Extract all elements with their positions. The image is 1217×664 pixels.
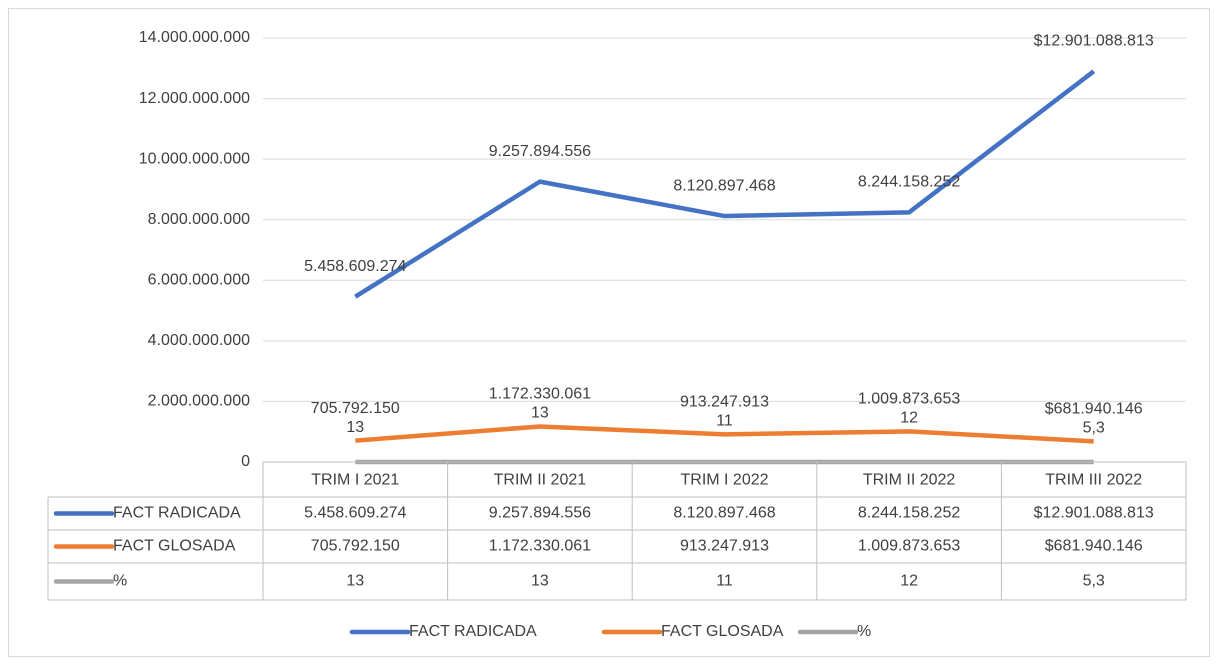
table-cell: 11 bbox=[716, 573, 733, 590]
series-line bbox=[355, 424, 1094, 444]
x-tick-label: TRIM I 2022 bbox=[680, 472, 768, 489]
table-cell: 705.792.150 bbox=[311, 538, 400, 555]
table-cell: 913.247.913 bbox=[680, 538, 769, 555]
table-row-label: % bbox=[113, 573, 127, 590]
table-cell: $12.901.088.813 bbox=[1034, 505, 1154, 522]
table-cell: 1.172.330.061 bbox=[489, 538, 591, 555]
x-tick-label: TRIM II 2021 bbox=[494, 472, 587, 489]
chart-border bbox=[8, 8, 1210, 657]
table-cell: 13 bbox=[346, 573, 364, 590]
table-cell: 13 bbox=[531, 573, 549, 590]
y-tick-label: 0 bbox=[241, 453, 250, 470]
x-tick-label: TRIM II 2022 bbox=[863, 472, 956, 489]
data-label: $681.940.146 bbox=[1045, 401, 1143, 418]
table-cell: 12 bbox=[900, 573, 918, 590]
data-label: $12.901.088.813 bbox=[1034, 33, 1154, 50]
table-cell: 1.009.873.653 bbox=[858, 538, 960, 555]
y-tick-label: 10.000.000.000 bbox=[139, 150, 250, 167]
series-line bbox=[354, 69, 1096, 299]
table-cell: 8.120.897.468 bbox=[673, 505, 775, 522]
data-label: 12 bbox=[900, 410, 918, 427]
y-tick-label: 4.000.000.000 bbox=[148, 332, 250, 349]
data-label: 913.247.913 bbox=[680, 394, 769, 411]
data-label: 9.257.894.556 bbox=[489, 143, 591, 160]
legend-label: % bbox=[857, 623, 871, 640]
legend-label: FACT RADICADA bbox=[409, 623, 537, 640]
table-cell: 5.458.609.274 bbox=[304, 505, 406, 522]
y-tick-label: 8.000.000.000 bbox=[148, 211, 250, 228]
data-label: 1.172.330.061 bbox=[489, 386, 591, 403]
data-label: 1.009.873.653 bbox=[858, 391, 960, 408]
y-tick-label: 6.000.000.000 bbox=[148, 272, 250, 289]
data-label: 8.244.158.252 bbox=[858, 174, 960, 191]
data-label: 705.792.150 bbox=[311, 400, 400, 417]
data-label: 5,3 bbox=[1083, 420, 1105, 437]
table-cell: 5,3 bbox=[1083, 573, 1105, 590]
x-tick-label: TRIM I 2021 bbox=[311, 472, 399, 489]
y-tick-label: 2.000.000.000 bbox=[148, 393, 250, 410]
data-label: 13 bbox=[346, 419, 364, 436]
data-label: 11 bbox=[716, 413, 733, 430]
table-row-label: FACT GLOSADA bbox=[113, 538, 236, 555]
data-label: 8.120.897.468 bbox=[673, 177, 775, 194]
x-tick-label: TRIM III 2022 bbox=[1045, 472, 1142, 489]
legend-label: FACT GLOSADA bbox=[661, 623, 784, 640]
table-cell: 9.257.894.556 bbox=[489, 505, 591, 522]
y-tick-label: 12.000.000.000 bbox=[139, 90, 250, 107]
y-tick-label: 14.000.000.000 bbox=[139, 29, 250, 46]
data-label: 5.458.609.274 bbox=[304, 258, 406, 275]
table-cell: 8.244.158.252 bbox=[858, 505, 960, 522]
data-label: 13 bbox=[531, 405, 549, 422]
table-row-label: FACT RADICADA bbox=[113, 505, 241, 522]
table-cell: $681.940.146 bbox=[1045, 538, 1143, 555]
